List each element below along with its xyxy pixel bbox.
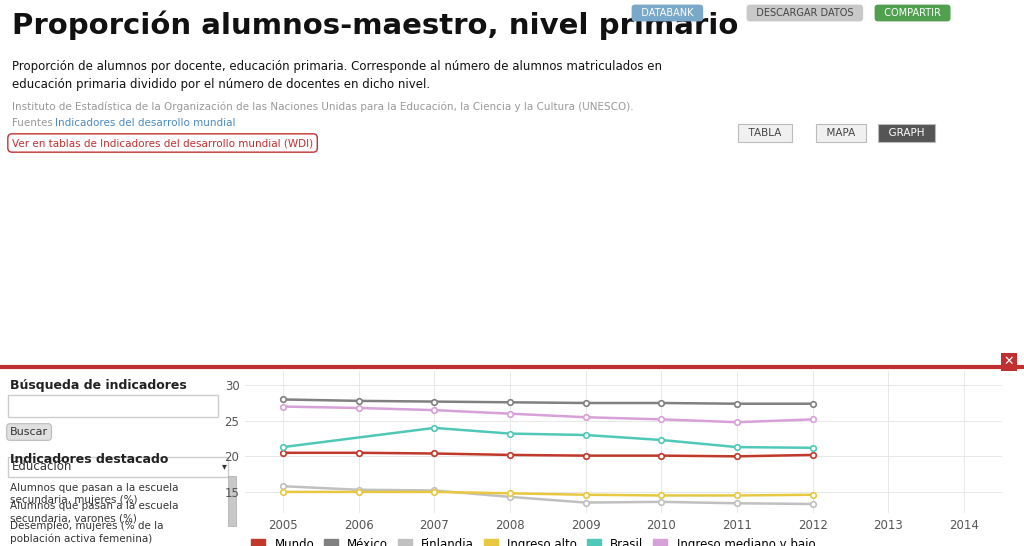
Text: ▾: ▾ [221,461,226,471]
Legend: Mundo, México, Finlandia, Ingreso alto, Brasil, Ingreso mediano y bajo: Mundo, México, Finlandia, Ingreso alto, … [251,538,815,546]
Text: Desempleo, mujeres (% de la
población activa femenina): Desempleo, mujeres (% de la población ac… [10,521,164,544]
Text: Instituto de Estadística de la Organización de las Naciones Unidas para la Educa: Instituto de Estadística de la Organizac… [12,102,634,112]
Bar [228,476,236,526]
Text: Ver en tablas de Indicadores del desarrollo mundial (WDI): Ver en tablas de Indicadores del desarro… [12,138,313,148]
Text: Indicadores destacado: Indicadores destacado [10,453,168,466]
Text: Proporción de alumnos por docente, educación primaria. Corresponde al número de : Proporción de alumnos por docente, educa… [12,60,662,73]
Text: educación primaria dividido por el número de docentes en dicho nivel.: educación primaria dividido por el númer… [12,78,430,91]
Text: Buscar: Buscar [10,427,48,437]
Text: DATABANK: DATABANK [635,8,699,18]
FancyBboxPatch shape [8,457,228,477]
Text: Indicadores del desarrollo mundial: Indicadores del desarrollo mundial [55,118,236,128]
Text: GRAPH: GRAPH [882,128,931,138]
Text: Búsqueda de indicadores: Búsqueda de indicadores [10,379,186,392]
Text: DESCARGAR DATOS: DESCARGAR DATOS [750,8,860,18]
Text: Educación: Educación [12,460,73,472]
FancyBboxPatch shape [8,395,218,417]
Text: Alumnos que pasan a la escuela
secundaria, varones (%): Alumnos que pasan a la escuela secundari… [10,501,178,524]
Text: TABLA: TABLA [742,128,787,138]
Text: Fuentes: Fuentes [12,118,53,128]
Text: ✕: ✕ [1004,355,1014,368]
Text: Alumnos que pasan a la escuela
secundaria, mujeres (%): Alumnos que pasan a la escuela secundari… [10,483,178,506]
Text: MAPA: MAPA [820,128,862,138]
Text: Proporción alumnos-maestro, nivel primario: Proporción alumnos-maestro, nivel primar… [12,10,738,39]
Text: COMPARTIR: COMPARTIR [878,8,947,18]
